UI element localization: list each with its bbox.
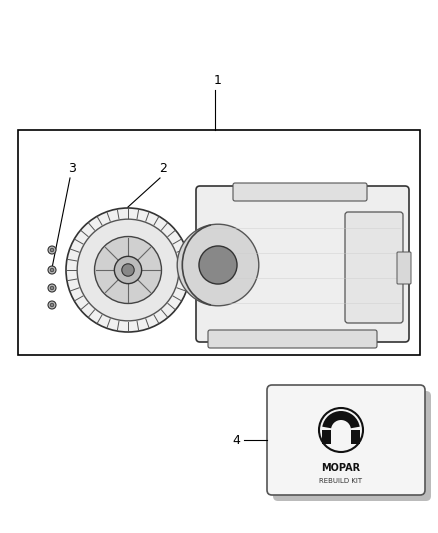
Circle shape [95,237,162,303]
Text: REBUILD KIT: REBUILD KIT [319,478,363,484]
Circle shape [50,248,54,252]
Wedge shape [331,420,351,430]
Text: 2: 2 [159,162,167,175]
Circle shape [199,246,237,284]
Circle shape [48,246,56,254]
FancyBboxPatch shape [345,212,403,323]
FancyBboxPatch shape [267,385,425,495]
Bar [351,430,360,444]
FancyBboxPatch shape [397,252,411,284]
Circle shape [48,284,56,292]
Circle shape [77,219,179,321]
Circle shape [50,303,54,307]
Circle shape [50,268,54,272]
FancyBboxPatch shape [273,391,431,501]
Bar [322,430,331,444]
Bar [18,130,420,355]
Circle shape [177,224,259,306]
Circle shape [50,286,54,290]
Wedge shape [322,411,360,430]
FancyBboxPatch shape [196,186,409,342]
Circle shape [66,208,190,332]
Text: 3: 3 [68,162,76,175]
FancyBboxPatch shape [233,183,367,201]
Circle shape [48,301,56,309]
Circle shape [122,264,134,276]
Text: 4: 4 [232,433,240,447]
FancyBboxPatch shape [208,330,377,348]
Text: MOPAR: MOPAR [321,463,360,473]
Circle shape [48,266,56,274]
Text: 1: 1 [214,74,222,87]
Circle shape [114,256,141,284]
